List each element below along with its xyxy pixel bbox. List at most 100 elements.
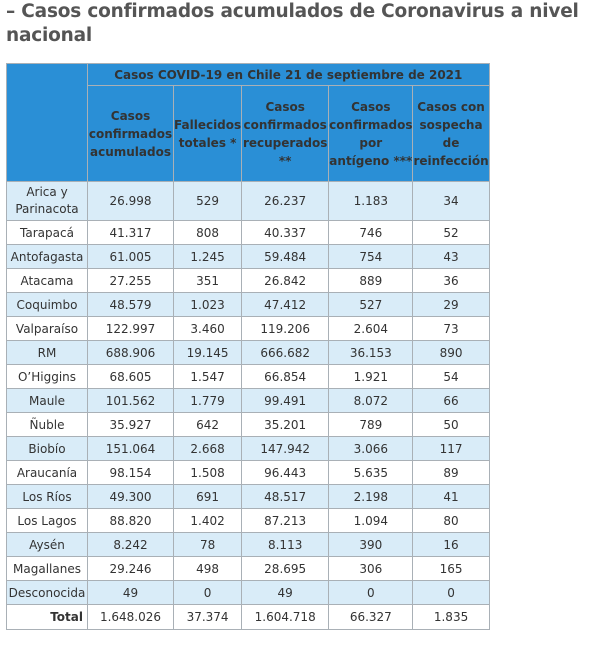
column-header: Casos confirmados recuperados ** — [241, 85, 330, 182]
column-header: Casos confirmados por antígeno *** — [328, 85, 414, 182]
table-row: RM 688.906 19.145 666.682 36.153 890 — [6, 340, 490, 365]
value-cell: 47.412 — [241, 292, 330, 317]
value-cell: 1.023 — [172, 292, 243, 317]
value-cell: 2.198 — [328, 484, 414, 509]
region-name-cell: Aysén — [6, 532, 88, 557]
value-cell: 49.300 — [87, 484, 174, 509]
value-cell: 8.113 — [241, 532, 330, 557]
value-cell: 29 — [412, 292, 490, 317]
value-cell: 147.942 — [241, 436, 330, 461]
covid-table: Casos COVID-19 en Chile 21 de septiembre… — [6, 63, 490, 630]
region-name-cell: Desconocida — [6, 580, 88, 605]
table-row: Los Lagos 88.820 1.402 87.213 1.094 80 — [6, 508, 490, 533]
value-cell: 8.242 — [87, 532, 174, 557]
region-name-cell: Biobío — [6, 436, 88, 461]
value-cell: 61.005 — [87, 244, 174, 269]
value-cell: 78 — [172, 532, 243, 557]
value-cell: 29.246 — [87, 556, 174, 581]
value-cell: 688.906 — [87, 340, 174, 365]
region-name-cell: Antofagasta — [6, 244, 88, 269]
value-cell: 26.842 — [241, 268, 330, 293]
value-cell: 35.201 — [241, 412, 330, 437]
value-cell: 36.153 — [328, 340, 414, 365]
value-cell: 1.508 — [172, 460, 243, 485]
table-row: Tarapacá 41.317 808 40.337 746 52 — [6, 220, 490, 245]
value-cell: 1.779 — [172, 388, 243, 413]
value-cell: 3.460 — [172, 316, 243, 341]
value-cell: 122.997 — [87, 316, 174, 341]
value-cell: 41.317 — [87, 220, 174, 245]
region-name-cell: Valparaíso — [6, 316, 88, 341]
value-cell: 889 — [328, 268, 414, 293]
value-cell: 52 — [412, 220, 490, 245]
value-cell: 527 — [328, 292, 414, 317]
column-header: Fallecidos totales * — [172, 85, 243, 182]
value-cell: 66 — [412, 388, 490, 413]
table-row: Desconocida 49 0 49 0 0 — [6, 580, 490, 605]
value-cell: 19.145 — [172, 340, 243, 365]
region-name-cell: Coquimbo — [6, 292, 88, 317]
value-cell: 151.064 — [87, 436, 174, 461]
table-row: O’Higgins 68.605 1.547 66.854 1.921 54 — [6, 364, 490, 389]
value-cell: 165 — [412, 556, 490, 581]
table-row: Valparaíso 122.997 3.460 119.206 2.604 73 — [6, 316, 490, 341]
value-cell: 96.443 — [241, 460, 330, 485]
value-cell: 26.237 — [241, 181, 330, 221]
total-label-cell: Total — [6, 604, 88, 630]
value-cell: 1.183 — [328, 181, 414, 221]
value-cell: 88.820 — [87, 508, 174, 533]
table-row: Aysén 8.242 78 8.113 390 16 — [6, 532, 490, 557]
table-caption: Casos COVID-19 en Chile 21 de septiembre… — [87, 63, 490, 86]
table-body: Arica y Parinacota 26.998 529 26.237 1.183 34… — [6, 181, 490, 630]
value-cell: 48.579 — [87, 292, 174, 317]
value-cell: 1.245 — [172, 244, 243, 269]
table-row: Atacama 27.255 351 26.842 889 36 — [6, 268, 490, 293]
total-value-cell: 66.327 — [328, 604, 414, 630]
value-cell: 43 — [412, 244, 490, 269]
value-cell: 2.668 — [172, 436, 243, 461]
value-cell: 306 — [328, 556, 414, 581]
table-row: Antofagasta 61.005 1.245 59.484 754 43 — [6, 244, 490, 269]
table-row: Arica y Parinacota 26.998 529 26.237 1.183 34 — [6, 181, 490, 221]
region-name-cell: Magallanes — [6, 556, 88, 581]
region-name-cell: RM — [6, 340, 88, 365]
table-row: Biobío 151.064 2.668 147.942 3.066 117 — [6, 436, 490, 461]
value-cell: 66.854 — [241, 364, 330, 389]
region-name-cell: Atacama — [6, 268, 88, 293]
table-row: Los Ríos 49.300 691 48.517 2.198 41 — [6, 484, 490, 509]
region-name-cell: Los Ríos — [6, 484, 88, 509]
table-row: Araucanía 98.154 1.508 96.443 5.635 89 — [6, 460, 490, 485]
total-value-cell: 1.604.718 — [241, 604, 330, 630]
region-name-cell: Arica y Parinacota — [6, 181, 88, 221]
value-cell: 0 — [412, 580, 490, 605]
value-cell: 87.213 — [241, 508, 330, 533]
value-cell: 890 — [412, 340, 490, 365]
value-cell: 99.491 — [241, 388, 330, 413]
value-cell: 529 — [172, 181, 243, 221]
value-cell: 2.604 — [328, 316, 414, 341]
value-cell: 119.206 — [241, 316, 330, 341]
region-name-cell: Ñuble — [6, 412, 88, 437]
value-cell: 351 — [172, 268, 243, 293]
value-cell: 49 — [87, 580, 174, 605]
value-cell: 98.154 — [87, 460, 174, 485]
value-cell: 59.484 — [241, 244, 330, 269]
total-row: Total 1.648.026 37.374 1.604.718 66.327 1.835 — [6, 604, 490, 630]
value-cell: 691 — [172, 484, 243, 509]
region-name-cell: O’Higgins — [6, 364, 88, 389]
region-name-cell: Maule — [6, 388, 88, 413]
value-cell: 746 — [328, 220, 414, 245]
value-cell: 48.517 — [241, 484, 330, 509]
value-cell: 1.921 — [328, 364, 414, 389]
value-cell: 1.547 — [172, 364, 243, 389]
region-name-cell: Tarapacá — [6, 220, 88, 245]
value-cell: 5.635 — [328, 460, 414, 485]
value-cell: 36 — [412, 268, 490, 293]
value-cell: 498 — [172, 556, 243, 581]
value-cell: 0 — [328, 580, 414, 605]
value-cell: 0 — [172, 580, 243, 605]
corner-header-cell — [6, 63, 88, 182]
value-cell: 34 — [412, 181, 490, 221]
region-name-cell: Araucanía — [6, 460, 88, 485]
value-cell: 54 — [412, 364, 490, 389]
